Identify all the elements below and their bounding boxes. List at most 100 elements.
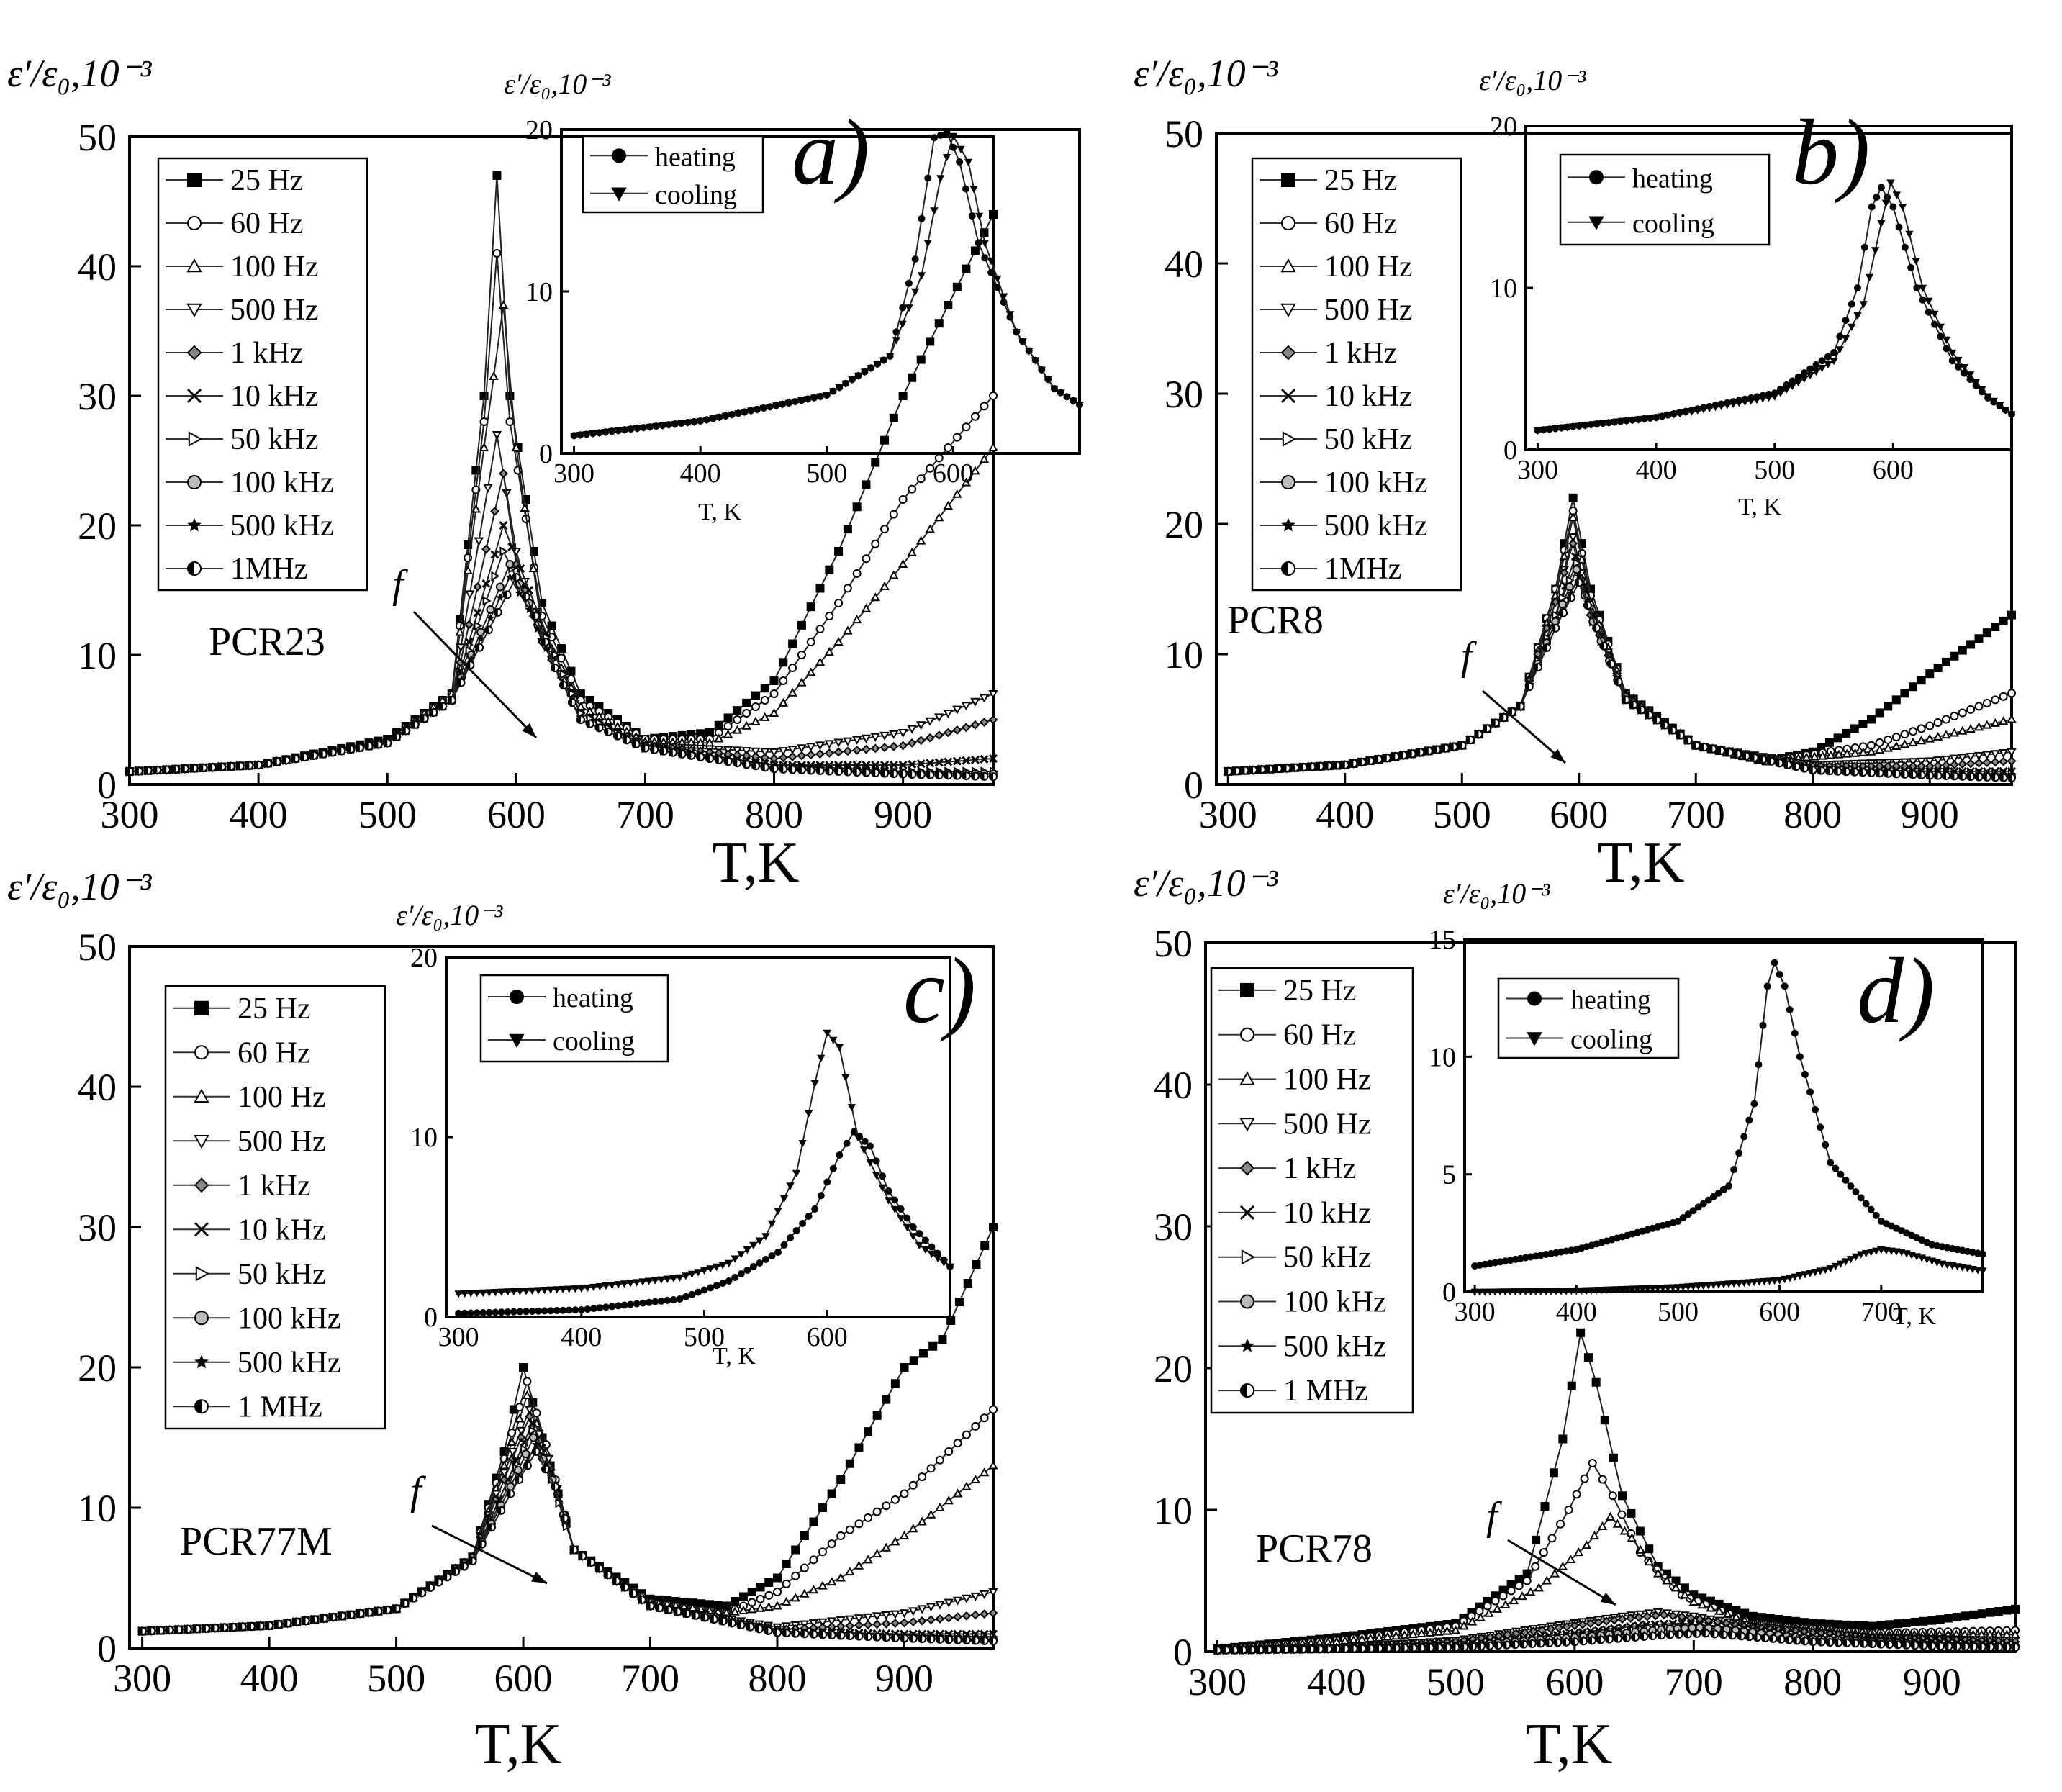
panel-d-main-data-point [1893, 1640, 1902, 1650]
panel-b-inset-data-point [1764, 394, 1773, 402]
panel-c-main-data-point [521, 1449, 530, 1459]
panel-a-inset-data-point [962, 185, 969, 193]
panel-a-main-data-point [806, 638, 815, 646]
panel-a-main-data-point [988, 754, 998, 764]
panel-a-main-data-point [696, 752, 705, 761]
panel-c-inset-data-point [841, 1074, 850, 1082]
panel-b-main-data-point [1652, 715, 1662, 725]
panel-a-main-data-point [889, 413, 898, 422]
panel-c-main-data-point [612, 1576, 621, 1585]
panel-a-main-data-point [760, 748, 770, 757]
panel-c-letter: c) [903, 939, 976, 1043]
panel-a-main-data-point [153, 766, 162, 775]
panel-a-main-data-point [401, 726, 410, 736]
panel-a-main-data-point [291, 754, 300, 764]
panel-b-main-data-point [1382, 754, 1391, 763]
panel-c-main-data-point [356, 1609, 365, 1619]
panel-a-inset-data-point [917, 272, 926, 280]
panel-c-main-data-point [210, 1624, 220, 1633]
panel-a-inset-data-point [911, 288, 920, 297]
panel-d-main-data-point [1567, 1381, 1576, 1390]
panel-c-inset-data-point [479, 1289, 487, 1298]
panel-c-inset-y-tick-label: 10 [410, 1123, 438, 1153]
panel-b-main-data-point [1583, 601, 1592, 610]
panel-d-inset-data-point [1750, 1100, 1758, 1108]
panel-c-main-data-point [451, 1567, 460, 1576]
panel-b-main-data-point [1524, 682, 1534, 692]
panel-a-main-data-point [889, 510, 898, 519]
panel-d-main-data-point [1784, 1635, 1794, 1644]
panel-c-inset-data-point [792, 1169, 801, 1178]
panel-a-main-data-point [852, 768, 862, 777]
panel-d-inset-data-point [1781, 982, 1789, 990]
panel-b-main-y-tick-label: 40 [1165, 243, 1203, 286]
panel-c-inset-data-point [767, 1220, 777, 1228]
panel-b-main-data-point [1606, 659, 1616, 669]
panel-c-main-data-point [882, 1395, 891, 1404]
panel-a-main-data-point [481, 579, 491, 589]
panel-b-inset-data-point [1723, 402, 1732, 409]
panel-b-inset-data-point [1895, 223, 1903, 231]
panel-d-main-data-point [1994, 1607, 2003, 1616]
panel-a-main-data-point [180, 764, 189, 774]
panel-b-main-data-point [1483, 724, 1492, 733]
panel-c-main-data-point [854, 1560, 864, 1570]
panel-d-main-data-point [1596, 1635, 1605, 1644]
panel-b-main-data-point [1708, 744, 1717, 754]
panel-d-main-data-point [1591, 1377, 1601, 1387]
panel-a-main-legend-label: 60 Hz [230, 207, 303, 240]
panel-b-main-data-point [1533, 663, 1542, 672]
panel-c-inset-data-point [872, 1172, 881, 1180]
panel-c-inset-data-point [792, 1227, 800, 1234]
panel-d-inset-data-point [1831, 1262, 1840, 1271]
panel-c-main-data-point [881, 1619, 891, 1629]
panel-a-main-data-point [824, 740, 834, 749]
panel-d-main-y-tick-label: 30 [1154, 1205, 1193, 1249]
panel-d-inset-data-point [1857, 1194, 1865, 1202]
panel-d-main-data-point [1556, 1519, 1565, 1529]
panel-b-main-legend-label: 500 kHz [1324, 510, 1427, 543]
panel-b-main-data-point [1614, 677, 1623, 687]
panel-a-main-data-point [741, 720, 751, 730]
panel-a-inset-data-point [968, 212, 976, 220]
panel-d-main-data-point [1902, 1640, 1911, 1650]
panel-b-main-legend-label: 25 Hz [1324, 164, 1397, 197]
panel-c-main-data-point [673, 1607, 682, 1616]
panel-b-main-data-point [1691, 741, 1701, 750]
panel-a-main-data-point [751, 747, 761, 756]
panel-a-main-data-point [769, 748, 779, 758]
panel-a-inset-data-point [899, 304, 907, 312]
panel-a-main-x-tick-label: 700 [616, 793, 674, 836]
panel-d-main-data-point [1969, 1610, 1979, 1619]
panel-a-main-data-point [824, 748, 834, 758]
panel-c-main-data-point [523, 1461, 532, 1470]
panel-d-main-data-point [1808, 1637, 1817, 1647]
panel-b-inset-data-point [1812, 361, 1820, 368]
panel-d-main-legend-label: 60 Hz [1283, 1019, 1356, 1052]
panel-a-main-data-point [456, 678, 466, 687]
panel-c-main-data-point [781, 1596, 792, 1606]
panel-c-inset-data-point [694, 1269, 702, 1277]
panel-b-inset-data-point [1930, 320, 1938, 328]
panel-d-inset-data-point [1781, 1275, 1789, 1284]
panel-b-inset-data-point [1871, 247, 1880, 255]
panel-d-main-data-point [1247, 1645, 1256, 1655]
panel-c-inset-data-point [799, 1220, 807, 1227]
panel-d-main-legend-marker [1240, 1294, 1254, 1309]
panel-c-main-y-tick-label: 30 [78, 1206, 117, 1249]
panel-b-inset-data-point [1788, 382, 1797, 390]
panel-c-inset-data-point [861, 1137, 869, 1145]
panel-c-inset-data-point [713, 1282, 720, 1290]
panel-a-main-data-point [622, 736, 631, 745]
panel-a-main-data-point [805, 743, 816, 752]
panel-c-inset-data-point [510, 1308, 517, 1316]
panel-a-inset-y-axis-title: ε′/ε₀,10⁻³ [504, 68, 611, 100]
panel-c-main-data-point [890, 1619, 900, 1629]
panel-d-main-data-point [1483, 1601, 1492, 1611]
panel-b-inset-data-point [1806, 371, 1814, 380]
panel-c-inset-data-point [541, 1307, 548, 1315]
panel-d-inset-data-point [1791, 1273, 1799, 1281]
panel-b-inset-data-point [1747, 397, 1755, 405]
panel-d: 300 400 500 600 700 800 90001020304050T,Kε′/ε₀… [1134, 861, 2021, 1776]
